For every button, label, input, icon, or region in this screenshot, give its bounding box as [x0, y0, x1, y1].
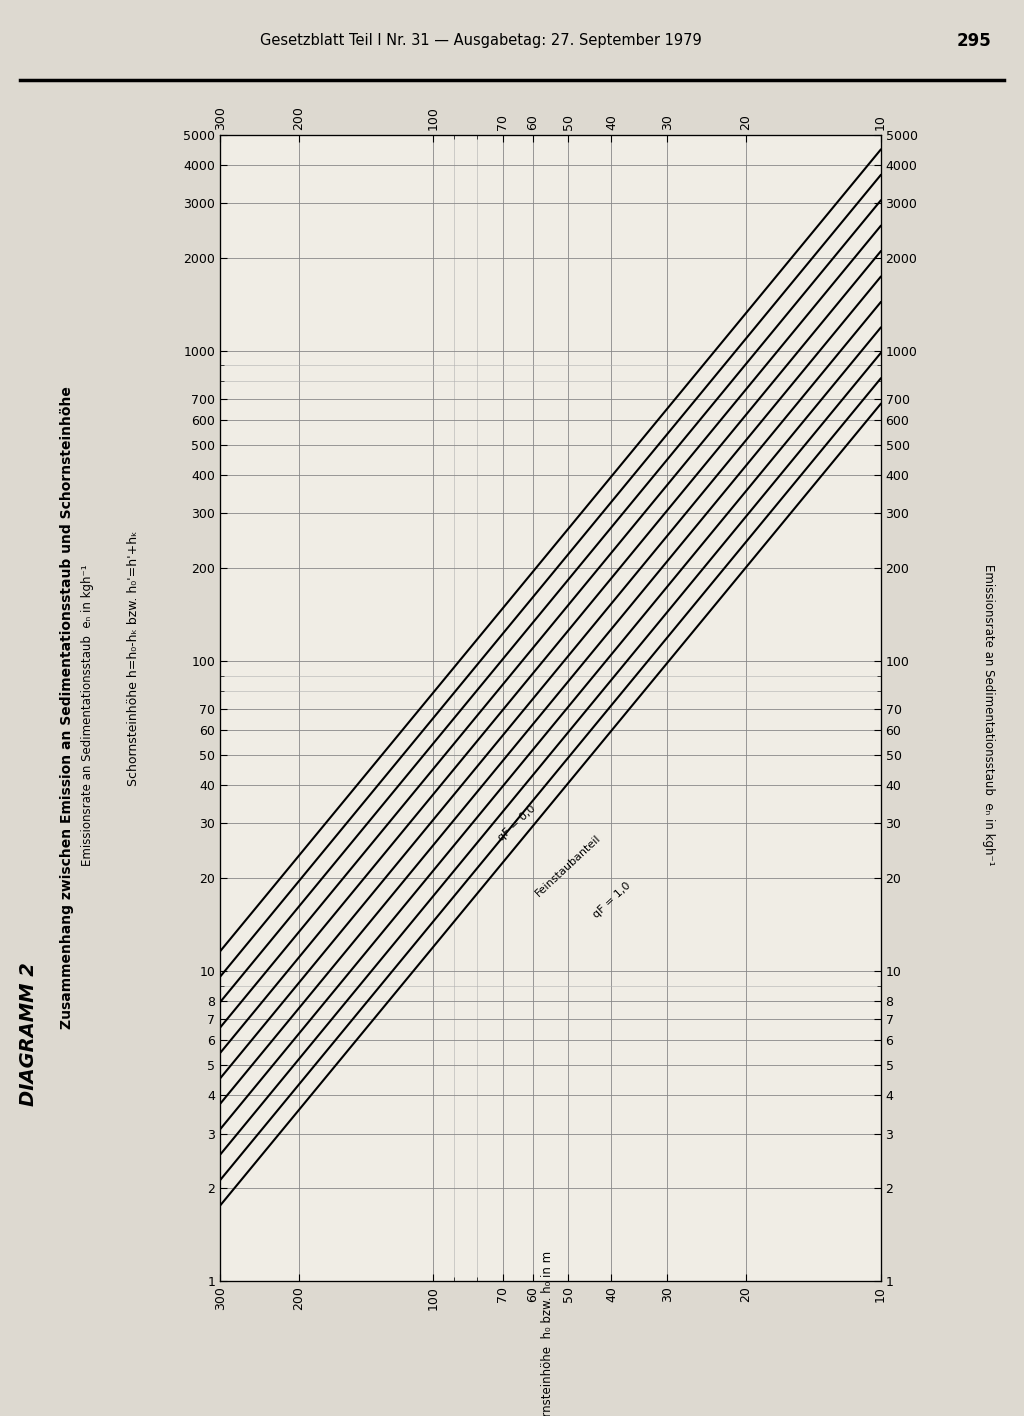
Text: Zusammenhang zwischen Emission an Sedimentationsstaub und Schornsteinhöhe: Zusammenhang zwischen Emission an Sedime…: [59, 387, 74, 1029]
Text: Gesetzblatt Teil I Nr. 31 — Ausgabetag: 27. September 1979: Gesetzblatt Teil I Nr. 31 — Ausgabetag: …: [260, 34, 702, 48]
Text: Feinstaubanteil: Feinstaubanteil: [534, 833, 603, 898]
Text: 295: 295: [956, 31, 991, 50]
Text: Schornsteinhöhe  h₀ bzw. h₀ in m: Schornsteinhöhe h₀ bzw. h₀ in m: [542, 1250, 554, 1416]
Text: Emissionsrate an Sedimentationsstaub  eₙ in kgh⁻¹: Emissionsrate an Sedimentationsstaub eₙ …: [982, 564, 994, 867]
Text: DIAGRAMM 2: DIAGRAMM 2: [19, 961, 38, 1106]
Text: Schornsteinhöhe h=h₀-hₖ bzw. h₀'=h'+hₖ: Schornsteinhöhe h=h₀-hₖ bzw. h₀'=h'+hₖ: [127, 531, 139, 786]
Text: Emissionsrate an Sedimentationsstaub  eₙ in kgh⁻¹: Emissionsrate an Sedimentationsstaub eₙ …: [81, 564, 93, 867]
Text: qF = 0,0: qF = 0,0: [497, 804, 538, 844]
Text: qF = 1,0: qF = 1,0: [591, 881, 632, 920]
